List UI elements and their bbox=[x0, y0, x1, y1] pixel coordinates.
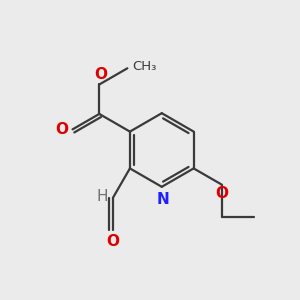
Text: CH₃: CH₃ bbox=[132, 60, 156, 73]
Text: O: O bbox=[55, 122, 68, 137]
Text: O: O bbox=[106, 234, 119, 249]
Text: O: O bbox=[215, 186, 228, 201]
Text: H: H bbox=[96, 189, 107, 204]
Text: N: N bbox=[156, 192, 169, 207]
Text: O: O bbox=[94, 67, 107, 82]
